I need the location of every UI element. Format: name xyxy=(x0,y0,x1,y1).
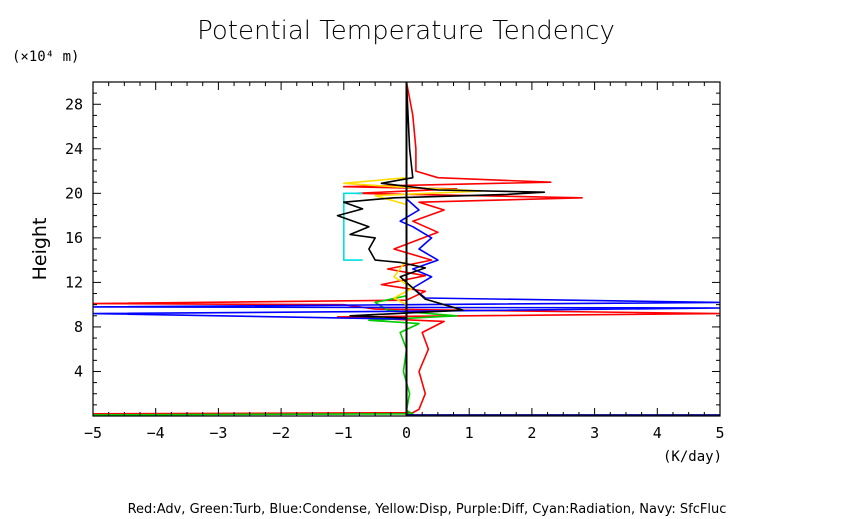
x-tick-label: −2 xyxy=(272,424,290,442)
x-unit-label: (K/day) xyxy=(663,449,722,465)
x-tick-label: −5 xyxy=(84,424,102,442)
x-tick-label: −4 xyxy=(147,424,165,442)
x-tick-label: 5 xyxy=(715,424,724,442)
y-tick-label: 4 xyxy=(74,362,83,380)
x-tick-label: 3 xyxy=(590,424,599,442)
y-tick-label: 20 xyxy=(65,184,83,202)
y-axis-label: Height xyxy=(29,218,51,281)
y-tick-label: 16 xyxy=(65,229,83,247)
series-line-radiation-5 xyxy=(342,192,363,261)
x-tick-label: 2 xyxy=(527,424,536,442)
x-tick-label: −3 xyxy=(209,424,227,442)
axes-layer xyxy=(92,81,721,417)
y-unit-label: (×10⁴ m) xyxy=(12,49,79,65)
series-legend: Red:Adv, Green:Turb, Blue:Condense, Yell… xyxy=(128,502,727,517)
y-tick-label: 12 xyxy=(65,273,83,291)
x-tick-label: 1 xyxy=(465,424,474,442)
x-tick-label: 4 xyxy=(653,424,662,442)
y-tick-label: 24 xyxy=(65,140,83,158)
series-line-unlabeled-7 xyxy=(336,82,546,414)
chart-title: Potential Temperature Tendency xyxy=(197,16,615,46)
y-tick-label: 8 xyxy=(74,318,83,336)
x-tick-label: 0 xyxy=(402,424,411,442)
y-tick-label: 28 xyxy=(65,95,83,113)
x-tick-label: −1 xyxy=(335,424,353,442)
